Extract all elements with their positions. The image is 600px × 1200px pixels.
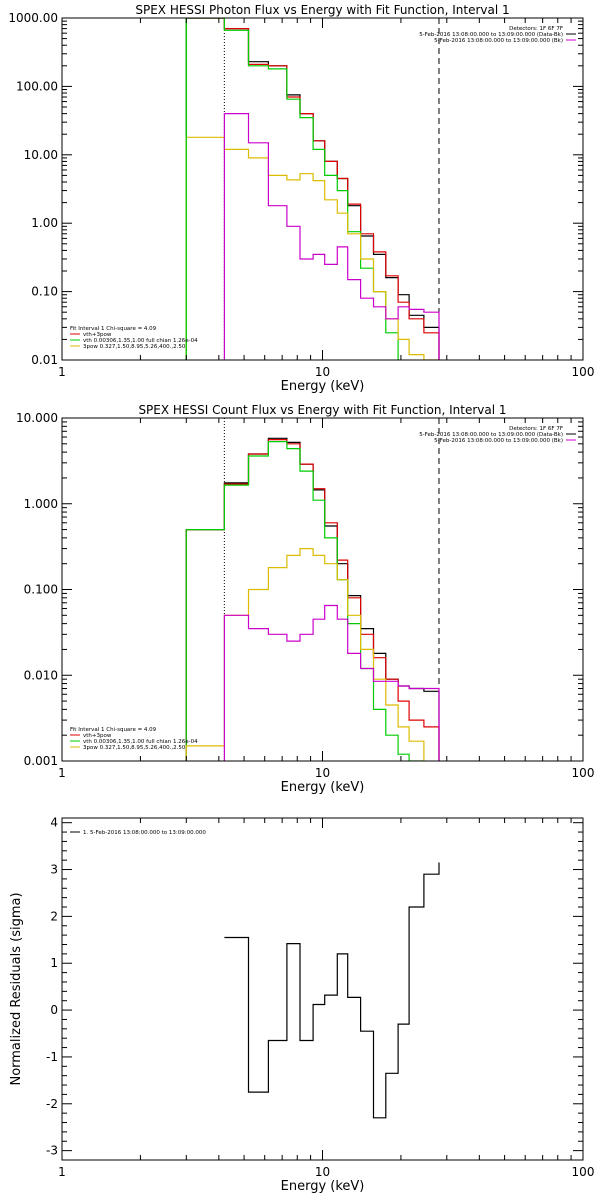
series-bk [223,604,440,761]
chart-panel-1: SPEX HESSI Photon Flux vs Energy with Fi… [8,3,594,394]
y-tick-label: 0.100 [24,583,58,597]
x-axis: 1 10 100 [58,418,594,780]
x-tick-label: 100 [572,1165,595,1179]
y-tick-label: 1.00 [31,216,58,230]
chart-panel-3: 1 10 100 Energy (keV) -3 -2 -1 0 1 2 3 4 Normalized … [9,816,594,1194]
y-tick-label: 0.010 [24,668,58,682]
chart-title: SPEX HESSI Photon Flux vs Energy with Fi… [135,3,509,17]
legend-entry: 5-Feb-2016 13:08:00.000 to 13:09:00.000 … [434,38,563,44]
y-tick-label: 100.00 [16,79,58,93]
series-bk [223,113,440,360]
legend-entry: Detectors: 1F 6F 7F [509,426,563,432]
y-tick-label: 1.000 [24,497,58,511]
series-vth [185,18,399,360]
y-tick-label: 0.01 [31,353,58,367]
x-tick-label: 10 [315,365,330,379]
legend-left: Fit Interval 1 Chi-square = 4.09vth+3pow… [70,727,198,751]
y-axis-label: Normalized Residuals (sigma) [9,892,24,1085]
y-tick-label: 1000.00 [8,11,58,25]
y-tick-label: 3 [50,863,58,877]
chart-title: SPEX HESSI Count Flux vs Energy with Fit… [138,403,506,417]
legend-entry: vth 0.00306,1.35,1.00 full chian 1.26e-0… [83,338,198,344]
y-tick-label: 0.001 [24,754,58,768]
series-vth [185,441,425,761]
y-tick-label: -2 [46,1097,58,1111]
legend-entry: Fit Interval 1 Chi-square = 4.09 [70,727,157,733]
series-vth-3pow [185,18,440,360]
legend-left: Fit Interval 1 Chi-square = 4.09vth+3pow… [70,326,198,350]
axes-frame [61,17,584,361]
x-tick-label: 1 [58,1165,66,1179]
x-axis: 1 10 100 [58,818,594,1179]
x-axis-label: Energy (keV) [281,1179,365,1194]
y-tick-label: -3 [46,1144,58,1158]
x-tick-label: 100 [572,766,595,780]
axes-frame [61,817,584,1161]
x-tick-label: 1 [58,766,66,780]
legend-entry: 5-Feb-2016 13:08:00.000 to 13:09:00.000 … [419,32,563,38]
y-tick-label: 10.000 [16,411,58,425]
legend-left: 1. 5-Feb-2016 13:08:00.000 to 13:09:00.0… [70,830,206,836]
y-tick-label: -1 [46,1050,58,1064]
y-tick-label: 2 [50,909,58,923]
legend-entry: Fit Interval 1 Chi-square = 4.09 [70,326,157,332]
x-tick-label: 1 [58,365,66,379]
x-axis-label: Energy (keV) [281,379,365,394]
x-tick-label: 10 [315,766,330,780]
x-axis-label: Energy (keV) [281,780,365,795]
legend-right: Detectors: 1F 6F 7F5-Feb-2016 13:08:00.0… [419,426,576,444]
x-tick-label: 10 [315,1165,330,1179]
x-axis: 1 10 100 [58,18,594,379]
legend-entry: 5-Feb-2016 13:08:00.000 to 13:09:00.000 … [419,432,563,438]
y-axis: 0.01 0.10 1.00 10.00 100.00 1000.00 [8,11,583,367]
y-axis: -3 -2 -1 0 1 2 3 4 [46,816,583,1161]
series-3pow [185,136,440,360]
legend-entry: 1. 5-Feb-2016 13:08:00.000 to 13:09:00.0… [83,830,206,836]
y-tick-label: 1 [50,956,58,970]
legend-entry: 3pow 0.327,1.50,8.95,5.26,400.,2.50 [83,344,186,350]
legend-entry: vth+3pow [83,733,112,739]
chart-panel-2: SPEX HESSI Count Flux vs Energy with Fit… [16,403,594,795]
legend-entry: 3pow 0.327,1.50,8.95,5.26,400.,2.50 [83,745,186,751]
legend-right: Detectors: 1F 6F 7F5-Feb-2016 13:08:00.0… [419,26,576,44]
legend-entry: Detectors: 1F 6F 7F [509,26,563,32]
plot-area [185,418,440,761]
axes-frame [61,417,584,762]
plot-area [185,18,440,360]
series-1-5-feb-2016-13-08-00-000-to-13-09-00-000 [224,862,440,1119]
legend-entry: vth 0.00306,1.35,1.00 full chian 1.26e-0… [83,739,198,745]
series-3pow [185,548,425,761]
legend-entry: 5-Feb-2016 13:08:00.000 to 13:09:00.000 … [434,438,563,444]
y-axis: 0.001 0.010 0.100 1.000 10.000 [16,411,583,768]
y-tick-label: 0 [50,1003,58,1017]
plot-area [224,862,440,1119]
legend-entry: vth+3pow [83,332,112,338]
y-tick-label: 0.10 [31,285,58,299]
x-tick-label: 100 [572,365,595,379]
y-tick-label: 10.00 [24,148,58,162]
y-tick-label: 4 [50,816,58,830]
